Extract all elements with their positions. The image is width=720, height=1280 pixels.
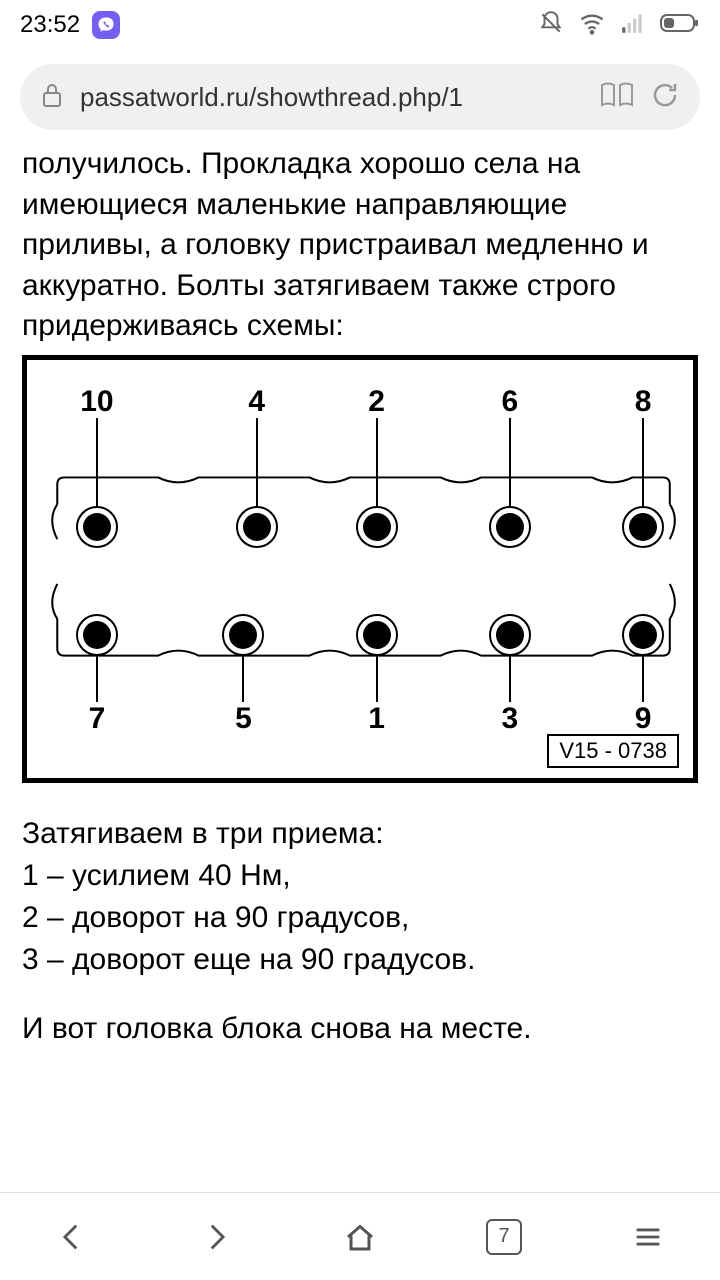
status-bar: 23:52 <box>0 0 720 50</box>
status-right <box>538 9 700 42</box>
bolt-icon <box>356 614 398 656</box>
bolt-icon <box>356 506 398 548</box>
step-1: 1 – усилием 40 Нм, <box>22 855 698 897</box>
diagram-code: V15 - 0738 <box>547 734 679 768</box>
signal-icon <box>620 10 646 41</box>
paragraph-intro: получилось. Прокладка хорошо села на име… <box>22 144 698 347</box>
refresh-icon[interactable] <box>650 80 680 115</box>
bolt-label: 3 <box>502 702 519 736</box>
bolt-icon <box>76 614 118 656</box>
paragraph-outro: И вот головка блока снова на месте. <box>22 1009 698 1050</box>
bolt-label: 5 <box>235 702 252 736</box>
tabs-button[interactable]: 7 <box>474 1207 534 1267</box>
step-3: 3 – доворот еще на 90 градусов. <box>22 939 698 981</box>
viber-icon <box>92 11 120 39</box>
bolt-label: 2 <box>368 385 385 419</box>
tab-count: 7 <box>486 1219 522 1255</box>
page-content[interactable]: получилось. Прокладка хорошо села на име… <box>0 144 720 1192</box>
wifi-icon <box>578 9 606 42</box>
bolt-torque-diagram: 10 4 2 6 8 7 5 1 3 9 V15 - 0738 <box>22 355 698 783</box>
bolt-label: 8 <box>635 385 652 419</box>
lock-icon <box>40 81 64 114</box>
bolt-label: 6 <box>502 385 519 419</box>
menu-button[interactable] <box>618 1207 678 1267</box>
bolt-icon <box>76 506 118 548</box>
bolt-icon <box>236 506 278 548</box>
mute-icon <box>538 10 564 41</box>
home-button[interactable] <box>330 1207 390 1267</box>
battery-icon <box>660 13 700 38</box>
bolt-icon <box>489 506 531 548</box>
reader-mode-icon[interactable] <box>600 81 634 114</box>
url-bar[interactable]: passatworld.ru/showthread.php/1 <box>20 64 700 130</box>
bolt-label: 1 <box>368 702 385 736</box>
torque-steps: Затягиваем в три приема: 1 – усилием 40 … <box>22 813 698 981</box>
bolt-label: 10 <box>80 385 113 419</box>
url-text: passatworld.ru/showthread.php/1 <box>80 82 584 113</box>
step-2: 2 – доворот на 90 градусов, <box>22 897 698 939</box>
forward-button[interactable] <box>186 1207 246 1267</box>
bolt-label: 7 <box>89 702 106 736</box>
bolt-icon <box>622 506 664 548</box>
back-button[interactable] <box>42 1207 102 1267</box>
bolt-label: 9 <box>635 702 652 736</box>
status-left: 23:52 <box>20 11 120 39</box>
bolt-label: 4 <box>248 385 265 419</box>
bolt-icon <box>489 614 531 656</box>
bolt-icon <box>622 614 664 656</box>
bolt-icon <box>222 614 264 656</box>
status-time: 23:52 <box>20 11 80 39</box>
steps-intro: Затягиваем в три приема: <box>22 813 698 855</box>
browser-bottom-nav: 7 <box>0 1192 720 1280</box>
